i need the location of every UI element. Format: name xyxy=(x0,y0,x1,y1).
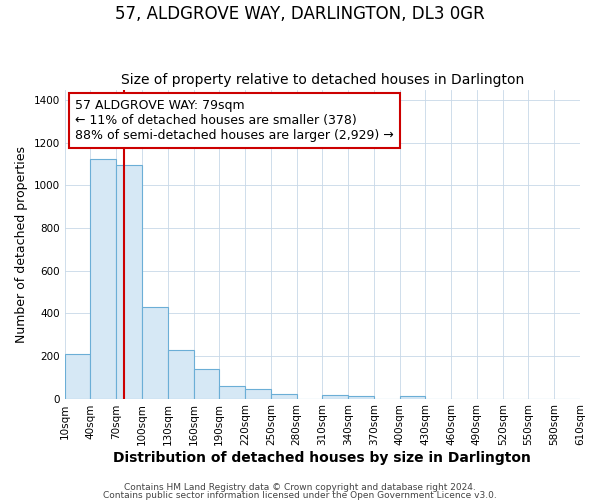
Title: Size of property relative to detached houses in Darlington: Size of property relative to detached ho… xyxy=(121,73,524,87)
X-axis label: Distribution of detached houses by size in Darlington: Distribution of detached houses by size … xyxy=(113,451,531,465)
Bar xyxy=(142,307,168,398)
Bar xyxy=(168,350,193,399)
Bar xyxy=(271,394,296,398)
Text: 57 ALDGROVE WAY: 79sqm
← 11% of detached houses are smaller (378)
88% of semi-de: 57 ALDGROVE WAY: 79sqm ← 11% of detached… xyxy=(75,99,394,142)
Text: Contains public sector information licensed under the Open Government Licence v3: Contains public sector information licen… xyxy=(103,490,497,500)
Text: 57, ALDGROVE WAY, DARLINGTON, DL3 0GR: 57, ALDGROVE WAY, DARLINGTON, DL3 0GR xyxy=(115,5,485,23)
Text: Contains HM Land Registry data © Crown copyright and database right 2024.: Contains HM Land Registry data © Crown c… xyxy=(124,484,476,492)
Bar xyxy=(245,388,271,398)
Bar xyxy=(400,396,425,398)
Bar xyxy=(116,165,142,398)
Bar xyxy=(65,354,91,399)
Bar xyxy=(193,368,219,398)
Bar xyxy=(91,159,116,398)
Bar xyxy=(348,396,374,398)
Bar xyxy=(219,386,245,398)
Y-axis label: Number of detached properties: Number of detached properties xyxy=(15,146,28,342)
Bar xyxy=(322,396,348,398)
